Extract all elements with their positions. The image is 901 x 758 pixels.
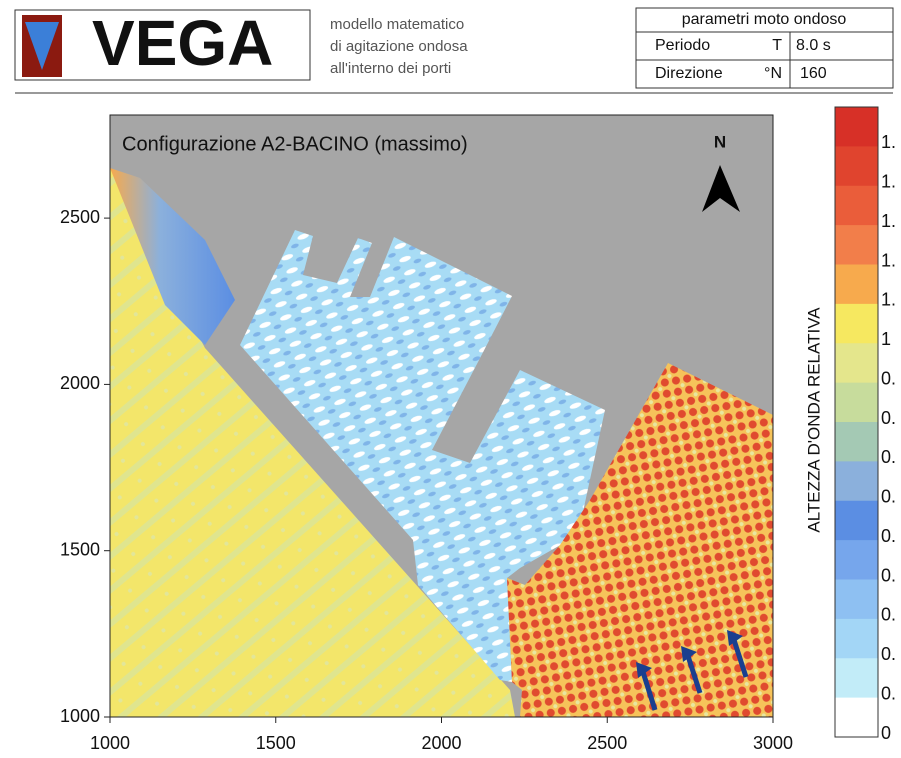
colorbar-band <box>835 501 878 541</box>
description: modello matematico <box>330 16 464 33</box>
x-tick-label: 1500 <box>256 733 296 753</box>
table-cell: T <box>772 37 782 54</box>
colorbar-tick-label: 1. <box>881 132 896 152</box>
colorbar-band <box>835 383 878 423</box>
table-cell: 8.0 s <box>796 37 831 54</box>
colorbar-band <box>835 107 878 147</box>
logo-text: VEGA <box>92 7 273 79</box>
x-tick-label: 2000 <box>421 733 461 753</box>
x-tick-label: 3000 <box>753 733 793 753</box>
colorbar-tick-label: 1. <box>881 290 896 310</box>
colorbar-tick-label: 0. <box>881 683 896 703</box>
north-label: N <box>714 132 726 151</box>
colorbar-tick-label: 0. <box>881 605 896 625</box>
table-cell: °N <box>764 65 782 82</box>
colorbar-tick-label: 0. <box>881 408 896 428</box>
colorbar-tick-label: 0. <box>881 644 896 664</box>
colorbar-band <box>835 225 878 265</box>
wave-field <box>110 115 773 717</box>
colorbar-tick-label: 0. <box>881 526 896 546</box>
colorbar-band <box>835 343 878 383</box>
page: VEGA modello matematico di agitazione on… <box>0 0 901 758</box>
table-title: parametri moto ondoso <box>682 11 847 28</box>
x-tick-label: 2500 <box>587 733 627 753</box>
table-cell: 160 <box>800 65 827 82</box>
colorbar-tick-label: 0 <box>881 723 891 743</box>
y-tick-label: 2500 <box>60 207 100 227</box>
colorbar-label: ALTEZZA D'ONDA RELATIVA <box>804 307 823 533</box>
colorbar-band <box>835 580 878 620</box>
colorbar-tick-label: 1 <box>881 329 891 349</box>
table-cell: Direzione <box>655 65 723 82</box>
colorbar-band <box>835 461 878 501</box>
colorbar-band <box>835 658 878 698</box>
colorbar-tick-label: 1. <box>881 211 896 231</box>
table-cell: Periodo <box>655 37 710 54</box>
colorbar-tick-label: 0. <box>881 447 896 467</box>
y-tick-label: 1000 <box>60 706 100 726</box>
colorbar-band <box>835 422 878 462</box>
colorbar-tick-label: 0. <box>881 487 896 507</box>
colorbar-band <box>835 186 878 226</box>
colorbar-band <box>835 146 878 186</box>
description: di agitazione ondosa <box>330 38 468 55</box>
colorbar-tick-label: 1. <box>881 250 896 270</box>
colorbar-band <box>835 619 878 659</box>
y-tick-label: 1500 <box>60 539 100 559</box>
chart-title: Configurazione A2-BACINO (massimo) <box>122 133 468 155</box>
colorbar-tick-label: 0. <box>881 565 896 585</box>
colorbar-tick-label: 0. <box>881 368 896 388</box>
colorbar-band <box>835 265 878 305</box>
colorbar-band <box>835 304 878 344</box>
colorbar-tick-label: 1. <box>881 172 896 192</box>
colorbar-band <box>835 698 878 738</box>
description: all'interno dei porti <box>330 60 451 77</box>
colorbar-band <box>835 540 878 580</box>
y-tick-label: 2000 <box>60 373 100 393</box>
x-tick-label: 1000 <box>90 733 130 753</box>
